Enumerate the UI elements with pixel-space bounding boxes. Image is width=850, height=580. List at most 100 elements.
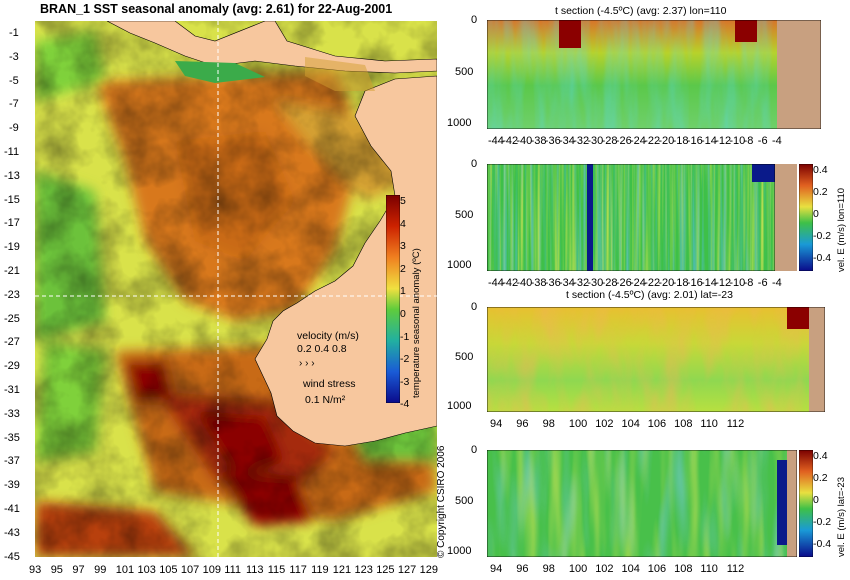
section-x-tick-label: 108 [674,563,693,575]
lat-tick-label: -45 [4,550,20,563]
section-x-tick-label: 104 [621,418,640,430]
lat-tick-label: -23 [4,288,20,301]
velocity-colorbar-lat-23 [799,450,813,557]
sst-colorbar-tick: -2 [400,353,410,366]
section-x-tick-label: -14 [701,277,717,289]
sst-colorbar-tick: 1 [400,285,406,298]
section-x-tick-label: -26 [615,277,632,289]
sst-colorbar-tick: 5 [400,195,406,207]
velocity-colorbar-label-lon110: vel. E (m/s) lon=110 [836,187,847,272]
sst-colorbar-tick: -1 [400,330,410,343]
lon-tick-label: 107 [180,564,200,576]
section-x-tick-label: -22 [644,277,661,289]
section-x-tick-label: -14 [701,135,717,147]
depth-tick-label: 500 [455,351,474,364]
wind-key-title: wind stress [302,378,356,390]
lat-tick-label: -11 [4,146,20,158]
lon-tick-label: 127 [397,564,417,576]
section-x-tick-label: -44 [488,135,504,147]
section-x-tick-label: -12 [715,277,732,289]
section-x-tick-label: -38 [530,135,547,147]
lat-tick-label: -37 [4,455,20,468]
section-x-tick-label: -30 [587,277,604,289]
lon-tick-label: 95 [50,564,63,576]
section-x-tick-label: -18 [672,277,689,289]
lat-tick-label: -13 [4,169,20,182]
lat-tick-label: -17 [4,217,20,230]
section-x-tick-label: -42 [502,277,519,289]
section-x-tick-label: -4 [772,135,782,147]
section-x-tick-label: -10 [729,277,746,289]
lat-tick-label: -33 [4,407,20,420]
temperature-section-lat-23 [487,307,825,412]
section-x-tick-label: -40 [516,277,533,289]
depth-tick-label: 1000 [447,400,472,412]
section-x-tick-label: -24 [630,135,646,147]
velocity-colorbar-tick: 0.4 [813,450,828,462]
lat-tick-label: -25 [4,312,20,325]
depth-tick-label: 0 [471,444,478,456]
sst-anomaly-map: velocity (m/s) 0.2 0.4 0.8 › › › wind st… [35,21,437,557]
lon-tick-label: 115 [267,564,286,576]
sst-colorbar-tick: 0 [400,308,406,320]
section-x-tick-label: -4 [772,277,782,289]
section-x-tick-label: 96 [516,563,529,575]
section-x-tick-label: -10 [729,135,746,147]
section-x-tick-label: -32 [573,277,590,289]
velocity-key-title: velocity (m/s) [297,330,359,342]
panel3-title: t section (-4.5ºC) (avg: 2.01) lat=-23 [566,289,733,301]
sst-colorbar-tick: 2 [400,262,406,275]
section-x-tick-label: -32 [573,135,590,147]
lon-tick-label: 109 [202,564,221,576]
section-x-tick-label: -8 [743,277,754,289]
sst-colorbar [386,195,400,403]
section-x-tick-label: -6 [757,277,768,289]
panel1-title: t section (-4.5ºC) (avg: 2.37) lon=110 [555,5,727,17]
velocity-colorbar-tick: -0.2 [813,230,832,242]
section-x-tick-label: 94 [490,418,503,430]
wind-key-value: 0.1 N/m² [305,394,346,406]
map-title: BRAN_1 SST seasonal anomaly (avg: 2.61) … [40,2,393,16]
lon-tick-label: 113 [246,564,264,576]
lat-tick-label: -27 [4,336,20,349]
section-x-tick-label: -8 [743,135,754,147]
velocity-colorbar-tick: -0.4 [813,252,832,264]
section-x-tick-label: -28 [601,277,618,289]
temperature-section-lon110 [487,20,821,129]
section-x-tick-label: 100 [568,418,588,430]
lat-tick-label: -35 [4,431,20,444]
sst-colorbar-tick: 3 [400,240,406,253]
section-x-tick-label: 102 [595,418,614,430]
section-x-tick-label: -20 [658,135,675,147]
velocity-colorbar-lon110 [799,164,813,271]
section-x-tick-label: -26 [615,135,632,147]
section-x-tick-label: 108 [674,418,693,430]
section-x-tick-label: -16 [686,135,703,147]
velocity-key-values: 0.2 0.4 0.8 [297,343,347,355]
lon-tick-label: 123 [354,564,373,576]
lat-tick-label: -3 [9,50,19,63]
depth-tick-label: 1000 [447,259,472,271]
copyright-text: © Copyright CSIRO 2006 [436,445,447,558]
lat-tick-label: -7 [9,98,19,111]
lon-tick-label: 101 [115,564,135,576]
depth-tick-label: 500 [455,66,474,79]
depth-tick-label: 1000 [447,117,472,129]
sst-colorbar-label: temperature seasonal anomaly (ºC) [411,248,422,398]
indonesia-land [106,21,437,74]
velocity-colorbar-tick: -0.2 [813,516,832,528]
section-x-tick-label: 98 [542,563,555,575]
depth-tick-label: 500 [455,495,474,508]
lon-tick-label: 103 [137,564,156,576]
sst-colorbar-tick: -4 [400,398,410,411]
velocity-colorbar-label-lat-23: vel. E (m/s) lat=-23 [836,477,847,557]
section-x-tick-label: 94 [490,563,503,575]
sst-colorbar-tick: 4 [400,217,406,230]
section-x-tick-label: -36 [544,277,561,289]
section-x-tick-label: -30 [587,135,604,147]
lat-tick-label: -31 [4,384,20,396]
lon-tick-label: 99 [94,564,107,576]
sst-colorbar-tick: -3 [400,375,410,388]
section-x-tick-label: -34 [559,135,575,147]
lat-tick-label: -9 [9,122,19,135]
